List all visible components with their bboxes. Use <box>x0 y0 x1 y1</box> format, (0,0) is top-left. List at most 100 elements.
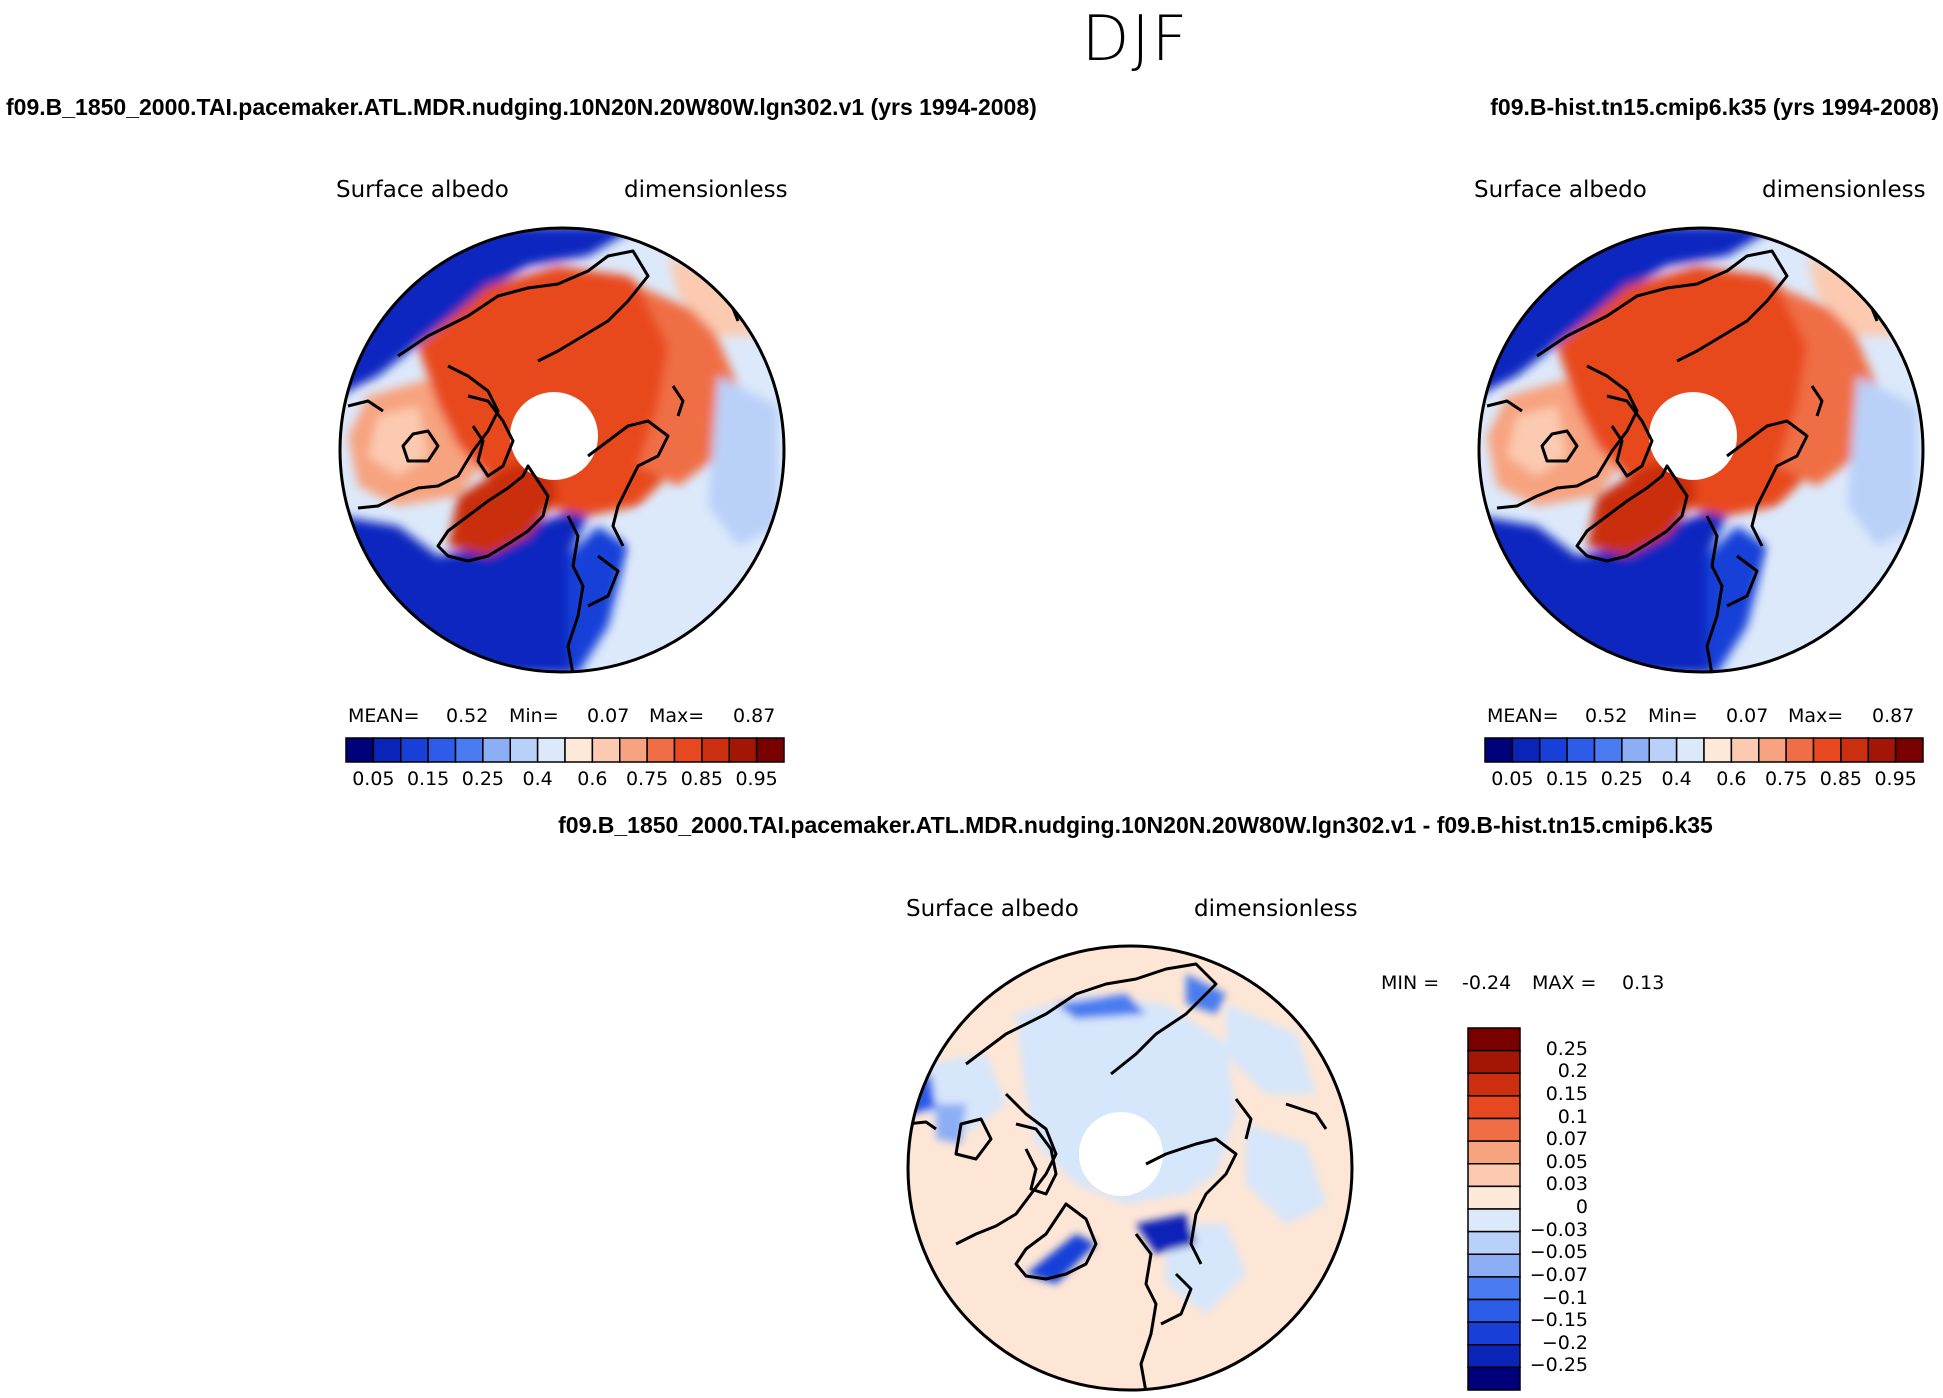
panel-1-colorbar-tick-label: 0.85 <box>680 768 724 790</box>
panel-2-units-label: dimensionless <box>1762 177 1926 203</box>
diff-colorbar-tick-label: 0.25 <box>1545 1037 1588 1060</box>
diff-variable-label: Surface albedo <box>906 896 1079 922</box>
panel-2-colorbar-box <box>1593 737 1623 763</box>
panel-2-colorbar-box <box>1894 737 1924 763</box>
diff-colorbar-box <box>1467 1230 1521 1255</box>
diff-units-label: dimensionless <box>1194 896 1358 922</box>
diff-colorbar-tick-label: −0.1 <box>1541 1286 1588 1309</box>
panel-2-max-value: 0.87 <box>1872 705 1915 727</box>
diff-colorbar-tick-label: −0.07 <box>1529 1263 1588 1286</box>
panel-2-colorbar-box <box>1484 737 1514 763</box>
diff-colorbar-box <box>1467 1366 1521 1391</box>
panel-2-min-value: 0.07 <box>1726 705 1769 727</box>
panel-1-max-value: 0.87 <box>733 705 776 727</box>
panel-1-colorbar-box <box>454 737 484 763</box>
panel-1-min-label: Min= <box>509 705 559 727</box>
panel-2-colorbar-tick-label: 0.4 <box>1661 768 1692 790</box>
panel-1-colorbar-box <box>509 737 539 763</box>
coastlines <box>347 249 740 672</box>
arctic-high-albedo <box>418 266 698 516</box>
panel-2-colorbar-box <box>1539 737 1568 763</box>
panel-1-colorbar-box <box>701 737 730 763</box>
panel-1-colorbar-box <box>482 737 511 763</box>
panel-2-colorbar-tick-label: 0.85 <box>1819 768 1863 790</box>
diff-colorbar-box <box>1467 1095 1521 1120</box>
panel-1-colorbar-tick-label: 0.95 <box>735 768 778 790</box>
panel-2-mean-value: 0.52 <box>1585 705 1628 727</box>
diff-colorbar-box <box>1467 1253 1521 1278</box>
panel-1-colorbar-box <box>536 737 566 763</box>
panel-2-colorbar-box <box>1648 737 1678 763</box>
diff-colorbar-tick-label: 0.1 <box>1557 1105 1588 1128</box>
panel-1-colorbar-box <box>673 737 703 763</box>
map-border <box>338 226 786 674</box>
diff-colorbar-tick-label: −0.15 <box>1529 1309 1588 1332</box>
panel-1-colorbar-box <box>755 737 785 763</box>
panel-1-colorbar <box>345 737 785 763</box>
panel-2-colorbar-box <box>1566 737 1596 763</box>
diff-colorbar-box <box>1467 1049 1521 1074</box>
panel-1-colorbar-box <box>372 737 402 763</box>
diff-colorbar-tick-label: 0.15 <box>1545 1082 1588 1105</box>
panel-1-max-label: Max= <box>649 705 705 727</box>
season-title: DJF <box>1081 2 1190 75</box>
diff-colorbar-box <box>1467 1140 1521 1165</box>
panel-1-colorbar-tick-label: 0.4 <box>522 768 553 790</box>
diff-case-title: f09.B_1850_2000.TAI.pacemaker.ATL.MDR.nu… <box>558 812 1713 838</box>
diff-colorbar-tick-label: −0.05 <box>1529 1241 1588 1264</box>
diff-colorbar-tick-label: 0.05 <box>1545 1150 1588 1173</box>
diff-max-label: MAX = <box>1532 972 1597 994</box>
panel-2-colorbar-box <box>1758 737 1787 763</box>
diff-max-value: 0.13 <box>1622 972 1665 994</box>
panel-1-case-title: f09.B_1850_2000.TAI.pacemaker.ATL.MDR.nu… <box>6 94 1037 120</box>
panel-2-colorbar-box <box>1621 737 1650 763</box>
panel-1-colorbar-box <box>591 737 621 763</box>
panel-1-colorbar-tick-label: 0.75 <box>625 768 669 790</box>
diff-colorbar-tick-label: −0.25 <box>1529 1354 1588 1377</box>
diff-colorbar-box <box>1467 1163 1521 1188</box>
diff-polar-map <box>906 944 1354 1392</box>
panel-1-units-label: dimensionless <box>624 177 788 203</box>
diff-colorbar <box>1467 1027 1521 1391</box>
panel-2-min-label: Min= <box>1648 705 1698 727</box>
diff-colorbar-tick-label: 0.07 <box>1545 1128 1588 1151</box>
panel-2-max-label: Max= <box>1788 705 1844 727</box>
diff-colorbar-tick-label: 0.03 <box>1545 1173 1588 1196</box>
panel-2-variable-label: Surface albedo <box>1474 177 1647 203</box>
panel-1-colorbar-box <box>646 737 676 763</box>
diff-colorbar-box <box>1467 1208 1521 1233</box>
panel-2-colorbar-tick-label: 0.95 <box>1874 768 1917 790</box>
diff-min-label: MIN = <box>1381 972 1440 994</box>
panel-2-colorbar-box <box>1867 737 1897 763</box>
panel-1-polar-map <box>338 226 786 674</box>
panel-1-mean-value: 0.52 <box>446 705 489 727</box>
greenland-high-albedo <box>448 456 558 556</box>
panel-1-colorbar-box <box>427 737 457 763</box>
diff-colorbar-tick-label: 0.2 <box>1557 1060 1588 1083</box>
diff-colorbar-tick-label: 0 <box>1575 1196 1588 1218</box>
panel-1-variable-label: Surface albedo <box>336 177 509 203</box>
panel-2-case-title: f09.B-hist.tn15.cmip6.k35 (yrs 1994-2008… <box>1490 94 1939 120</box>
panel-1-colorbar-tick-label: 0.05 <box>352 768 395 790</box>
diff-colorbar-tick-label: −0.2 <box>1541 1331 1588 1354</box>
diff-colorbar-box <box>1467 1276 1521 1301</box>
polar-gap <box>510 392 598 480</box>
panel-2-colorbar-tick-label: 0.05 <box>1491 768 1534 790</box>
panel-2-colorbar-tick-label: 0.15 <box>1545 768 1589 790</box>
panel-2-polar-map <box>1477 226 1925 674</box>
panel-1-min-value: 0.07 <box>587 705 630 727</box>
panel-1-colorbar-tick-label: 0.6 <box>577 768 608 790</box>
panel-1-colorbar-tick-label: 0.15 <box>406 768 450 790</box>
panel-2-colorbar <box>1484 737 1924 763</box>
panel-1-colorbar-box <box>564 737 594 763</box>
panel-1-mean-label: MEAN= <box>348 705 420 727</box>
diff-min-value: -0.24 <box>1462 972 1512 994</box>
diff-colorbar-box <box>1467 1185 1521 1210</box>
diff-colorbar-tick-label: −0.03 <box>1529 1218 1588 1241</box>
diff-colorbar-box <box>1467 1027 1521 1052</box>
diff-colorbar-box <box>1467 1072 1521 1097</box>
panel-1-colorbar-box <box>619 737 648 763</box>
diff-colorbar-box <box>1467 1117 1521 1142</box>
panel-2-colorbar-box <box>1703 737 1733 763</box>
panel-2-colorbar-box <box>1812 737 1842 763</box>
